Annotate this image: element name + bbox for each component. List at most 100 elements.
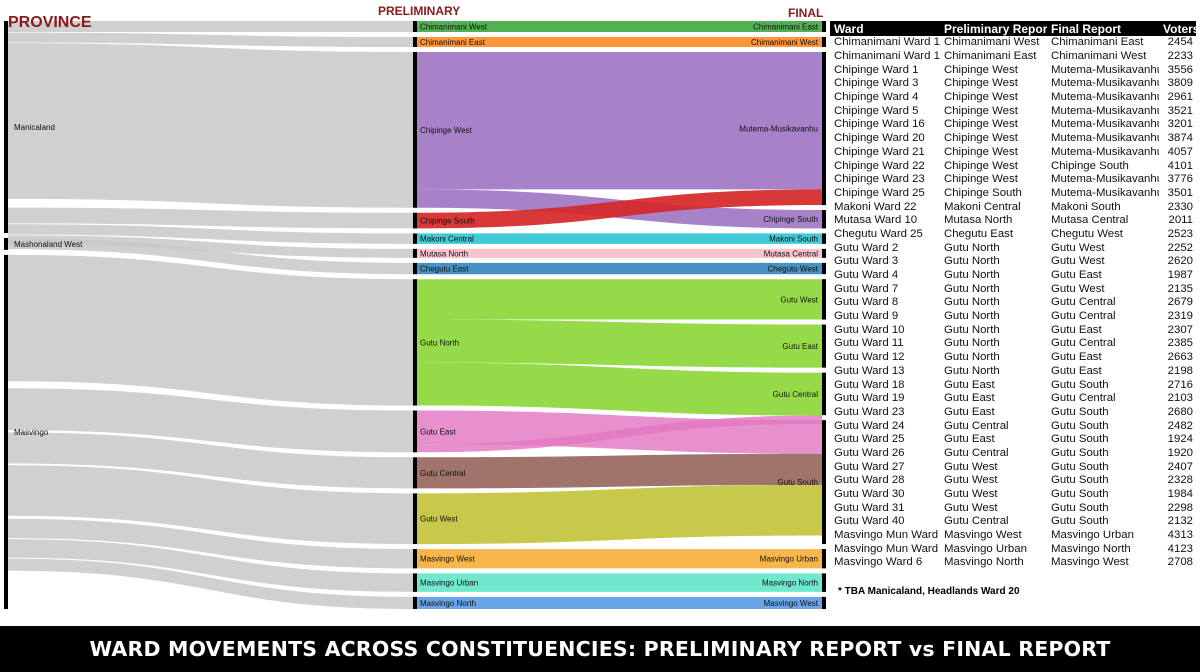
table-row: Gutu Ward 9 Gutu North Gutu Central 2319 [830, 310, 1196, 324]
cell-preliminary: Gutu North [944, 337, 1000, 350]
cell-voters: 4313 [1167, 529, 1193, 542]
cell-preliminary: Gutu Central [944, 446, 1009, 459]
table-row: Chipinge Ward 22 Chipinge West Chipinge So… [830, 159, 1196, 173]
table-row: Chimanimani Ward 17 Chimanimani East Chima… [830, 50, 1196, 64]
cell-ward: Chipinge Ward 16 [834, 118, 925, 131]
node-chipinge-south-final [822, 210, 826, 229]
cell-ward: Gutu Ward 8 [834, 296, 899, 309]
preliminary-label-makoni-central: Makoni Central [420, 235, 474, 244]
header-final: Final Report [1047, 21, 1159, 36]
cell-voters: 2961 [1167, 91, 1193, 104]
cell-preliminary: Gutu North [944, 269, 1000, 282]
final-label-gutu-west: Gutu West [780, 295, 818, 304]
table-row: Gutu Ward 3 Gutu North Gutu West 2620 [830, 255, 1196, 269]
province-heading: PROVINCE [8, 14, 92, 31]
final-label-chegutu-west: Chegutu West [767, 265, 818, 274]
cell-voters: 2716 [1167, 378, 1193, 391]
cell-preliminary: Gutu East [944, 405, 995, 418]
node-chipinge-west-preliminary [413, 52, 417, 208]
link-masvingo-to-masvingo-urban [8, 539, 413, 592]
sankey-diagram: Manicaland Mashonaland West Masvingo Chiman… [4, 21, 826, 609]
cell-preliminary: Gutu North [944, 296, 1000, 309]
table-row: Gutu Ward 26 Gutu Central Gutu South 1920 [830, 447, 1196, 461]
node-makoni-central-preliminary [413, 233, 417, 244]
cell-final: Mutema-Musikavanhu [1051, 91, 1159, 104]
cell-ward: Gutu Ward 18 [834, 378, 905, 391]
node-masvingo-west-preliminary [413, 549, 417, 569]
cell-ward: Chegutu Ward 25 [834, 227, 923, 240]
cell-ward: Mutasa Ward 10 [834, 214, 918, 227]
cell-final: Gutu West [1051, 282, 1105, 295]
table-row: Chipinge Ward 23 Chipinge West Mutema-Musi… [830, 173, 1196, 187]
cell-ward: Chipinge Ward 3 [834, 77, 919, 90]
cell-final: Gutu Central [1051, 392, 1116, 405]
table-row: Gutu Ward 10 Gutu North Gutu East 2307 [830, 323, 1196, 337]
link-masvingo-to-masvingo-north [8, 558, 413, 609]
link-gutu-central-to-gutu-south-final [417, 453, 822, 489]
preliminary-label-mutasa-north: Mutasa North [420, 249, 468, 258]
cell-final: Gutu South [1051, 419, 1109, 432]
table-row: Gutu Ward 23 Gutu East Gutu South 2680 [830, 406, 1196, 420]
cell-final: Gutu East [1051, 364, 1102, 377]
cell-ward: Masvingo Ward 6 [834, 556, 923, 569]
cell-voters: 2252 [1167, 241, 1193, 254]
cell-preliminary: Gutu East [944, 392, 995, 405]
cell-ward: Gutu Ward 2 [834, 241, 899, 254]
table-header-row: Ward Preliminary Report Final Report Vot… [830, 21, 1196, 36]
final-label-chipinge-south: Chipinge South [763, 215, 818, 224]
cell-voters: 1987 [1167, 269, 1193, 282]
cell-ward: Chimanimani Ward 1 [834, 36, 940, 49]
table-row: Chipinge Ward 16 Chipinge West Mutema-Musi… [830, 118, 1196, 132]
node-gutu-west-final [822, 279, 826, 320]
cell-preliminary: Masvingo North [944, 556, 1024, 569]
link-makoni-central-to-makoni-south-final [417, 233, 822, 244]
cell-ward: Gutu Ward 23 [834, 405, 905, 418]
node-gutu-central-final [822, 372, 826, 416]
preliminary-label-chipinge-west: Chipinge West [420, 126, 473, 135]
cell-voters: 3556 [1167, 63, 1193, 76]
cell-final: Gutu Central [1051, 337, 1116, 350]
cell-preliminary: Chimanimani East [944, 50, 1037, 63]
table-row: Gutu Ward 13 Gutu North Gutu East 2198 [830, 365, 1196, 379]
cell-voters: 2198 [1167, 364, 1193, 377]
cell-voters: 2298 [1167, 501, 1193, 514]
table-row: Gutu Ward 7 Gutu North Gutu West 2135 [830, 282, 1196, 296]
preliminary-label-gutu-east: Gutu East [420, 427, 456, 436]
cell-voters: 2385 [1167, 337, 1193, 350]
node-mutasa-north-preliminary [413, 248, 417, 258]
cell-voters: 2328 [1167, 474, 1193, 487]
table-row: Chipinge Ward 5 Chipinge West Mutema-Musik… [830, 104, 1196, 118]
cell-voters: 2307 [1167, 323, 1193, 336]
table-row: Gutu Ward 19 Gutu East Gutu Central 2103 [830, 392, 1196, 406]
link-gutu-north-to-gutu-east-final [417, 319, 822, 368]
link-mashonaland-west-to-chegutu-east [8, 237, 413, 275]
node-masvingo-urban-preliminary [413, 573, 417, 592]
cell-preliminary: Gutu West [944, 501, 998, 514]
node-masvingo-north-final [822, 573, 826, 592]
link-manicaland-to-chimanimani-east [8, 32, 413, 48]
node-chegutu-west-final [822, 262, 826, 275]
cell-ward: Gutu Ward 13 [834, 364, 905, 377]
flow-links [8, 21, 822, 609]
link-gutu-east-to-gutu-central-final [417, 415, 822, 453]
header-voters: Voters [1159, 21, 1196, 36]
table-row: Gutu Ward 24 Gutu Central Gutu South 2482 [830, 419, 1196, 433]
cell-final: Gutu South [1051, 488, 1109, 501]
cell-preliminary: Gutu Central [944, 419, 1009, 432]
province-label-manicaland: Manicaland [14, 123, 55, 132]
table-row: Masvingo Mun Ward 10 Masvingo Urban Masvin… [830, 542, 1196, 556]
cell-preliminary: Gutu Central [944, 515, 1009, 528]
cell-voters: 3776 [1167, 173, 1193, 186]
final-heading: FINAL [788, 6, 824, 20]
node-mutema-musikavanhu-final [822, 52, 826, 206]
cell-preliminary: Gutu East [944, 378, 995, 391]
cell-voters: 2523 [1167, 227, 1193, 240]
node-masvingo-west-final [822, 596, 826, 609]
preliminary-label-chipinge-south: Chipinge South [420, 217, 475, 226]
cell-ward: Gutu Ward 10 [834, 323, 905, 336]
link-manicaland-to-chipinge-south [8, 207, 413, 229]
cell-ward: Chimanimani Ward 17 [834, 50, 940, 63]
cell-voters: 2132 [1167, 515, 1193, 528]
title-banner: WARD MOVEMENTS ACROSS CONSTITUENCIES: PR… [0, 626, 1200, 672]
cell-ward: Chipinge Ward 5 [834, 104, 919, 117]
